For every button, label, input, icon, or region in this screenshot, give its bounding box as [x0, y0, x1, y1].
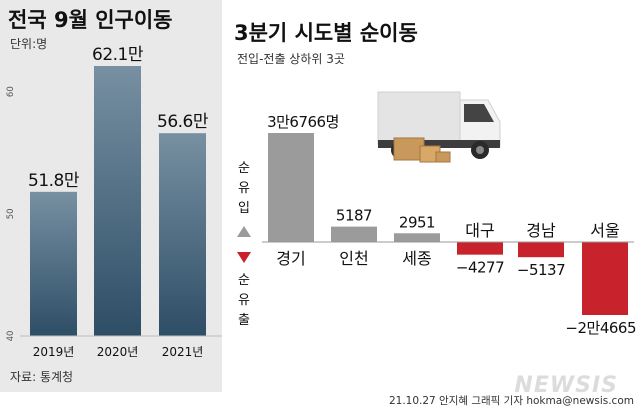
right-bar: [518, 242, 564, 258]
left-bar: [94, 66, 141, 336]
newsis-logo: NEWSIS: [514, 373, 618, 398]
left-y-ticks: 40 50 60: [6, 86, 16, 341]
unit-label: 단위:명: [10, 37, 47, 51]
down-triangle-icon: [237, 252, 251, 263]
right-bar-value: 3만6766명: [267, 113, 339, 131]
left-bar-value: 56.6만: [157, 112, 209, 132]
right-category-label: 인천: [339, 249, 368, 268]
right-bar-value: −5137: [517, 261, 565, 279]
right-bar: [582, 242, 628, 315]
right-category-label: 경남: [526, 221, 556, 240]
left-bar: [30, 191, 77, 336]
truck-illustration: [377, 91, 501, 163]
right-bar-value: −2만4665: [565, 319, 636, 337]
right-category-label: 대구: [465, 221, 494, 240]
right-bar-value: −4277: [456, 259, 504, 277]
left-category-label: 2020년: [97, 345, 139, 359]
right-bar: [268, 133, 314, 242]
left-category-label: 2019년: [33, 345, 75, 359]
right-bar: [457, 242, 503, 255]
credit-line: 21.10.27 안지혜 그래픽 기자 hokma@newsis.com: [389, 395, 634, 407]
right-bar: [394, 233, 440, 242]
y-tick-label: 50: [6, 208, 16, 219]
left-bar-value: 51.8만: [28, 171, 80, 191]
left-bar: [159, 133, 206, 336]
left-chart-title: 전국 9월 인구이동: [8, 8, 172, 32]
right-bar-value: 2951: [399, 213, 435, 231]
source-label: 자료: 통계청: [10, 370, 73, 384]
right-chart-subtitle: 전입-전출 상하위 3곳: [237, 52, 345, 66]
left-bar-value: 62.1만: [92, 45, 144, 65]
right-category-label: 세종: [402, 249, 431, 268]
right-bar: [331, 226, 377, 242]
left-category-label: 2021년: [162, 345, 204, 359]
right-bar-value: 5187: [336, 207, 372, 225]
up-triangle-icon: [237, 226, 251, 237]
y-tick-label: 40: [6, 331, 16, 342]
right-category-label: 서울: [590, 221, 619, 240]
right-chart-title: 3분기 시도별 순이동: [234, 21, 418, 45]
y-tick-label: 60: [6, 86, 16, 97]
left-bars: 51.8만 2019년 62.1만 2020년 56.6만 2021년: [28, 45, 209, 359]
right-category-label: 경기: [276, 249, 305, 268]
